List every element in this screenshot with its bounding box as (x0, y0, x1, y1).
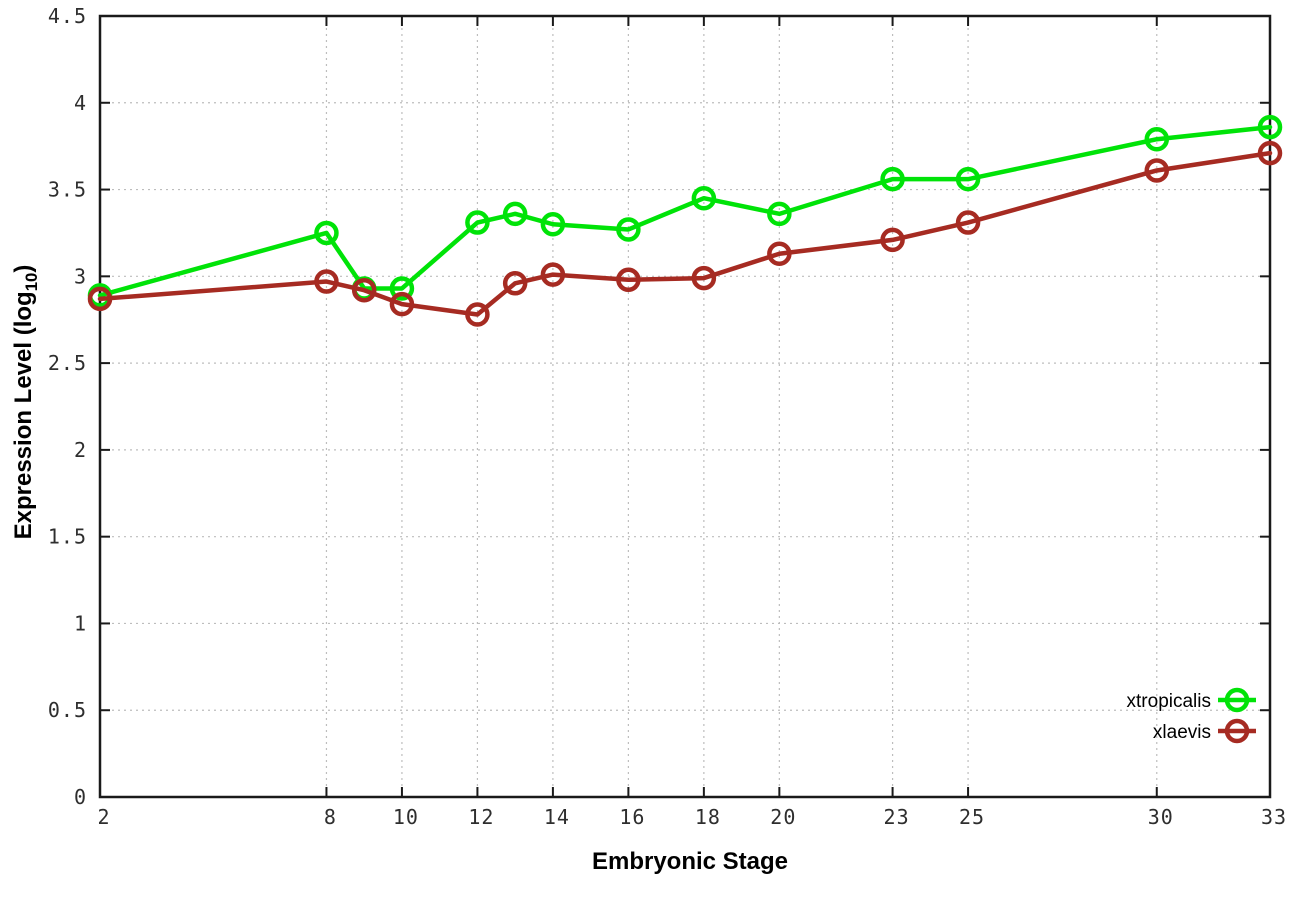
y-tick-label: 2 (74, 438, 87, 462)
series-point-xlaevis (767, 241, 792, 267)
y-tick-label: 4.5 (48, 4, 87, 28)
series-line-xtropicalis (97, 124, 1273, 298)
x-tick-label: 14 (544, 805, 570, 829)
x-tick-label: 20 (770, 805, 796, 829)
y-tick-label: 3 (74, 264, 87, 288)
series-point-xtropicalis (502, 201, 528, 227)
y-axis-label: Expression Level (log10) (10, 265, 42, 540)
x-tick-label: 10 (393, 805, 419, 829)
series-point-xtropicalis (616, 217, 641, 242)
series-point-xtropicalis (540, 212, 566, 237)
y-axis-label-subscript: 10 (21, 272, 41, 292)
series-point-xlaevis (389, 291, 415, 317)
legend-label-xlaevis: xlaevis (1153, 722, 1211, 743)
series-point-xtropicalis (389, 276, 415, 301)
y-tick-label: 0.5 (48, 698, 87, 722)
x-tick-label: 8 (324, 805, 337, 829)
series-point-xlaevis (502, 271, 528, 296)
series-point-xtropicalis (465, 210, 490, 235)
series-point-xtropicalis (314, 220, 339, 246)
series-point-xlaevis (1257, 140, 1283, 166)
series-line-xlaevis (97, 150, 1273, 317)
series-point-xlaevis (87, 286, 113, 312)
x-tick-label: 18 (695, 805, 721, 829)
y-tick-label: 1.5 (48, 525, 87, 549)
series-point-xtropicalis (1144, 126, 1170, 152)
series-point-xtropicalis (767, 201, 792, 227)
series-point-xlaevis (691, 265, 717, 291)
series-point-xlaevis (955, 210, 981, 235)
x-axis-label: Embryonic Stage (592, 848, 788, 876)
y-tick-label: 2.5 (48, 351, 87, 375)
series-point-xlaevis (880, 227, 905, 253)
x-tick-label: 23 (884, 805, 910, 829)
x-tick-label: 16 (619, 805, 645, 829)
legend-marker-circle-xtropicalis (1224, 687, 1250, 713)
series-point-xtropicalis (691, 185, 717, 211)
y-axis-label-close: ) (10, 264, 38, 273)
series-point-xlaevis (465, 302, 490, 327)
legend-marker-circle-xlaevis (1224, 718, 1250, 744)
series-point-xtropicalis (880, 166, 905, 192)
series-point-xlaevis (540, 262, 566, 287)
series-point-xlaevis (351, 277, 377, 303)
series-point-xlaevis (1144, 158, 1170, 183)
series-point-xlaevis (616, 267, 641, 293)
series-point-xlaevis (314, 269, 339, 294)
y-tick-label: 1 (74, 611, 87, 635)
x-tick-label: 2 (97, 805, 110, 829)
x-tick-label: 33 (1261, 805, 1287, 829)
series-point-xtropicalis (1257, 114, 1283, 140)
y-tick-label: 3.5 (48, 178, 87, 202)
legend-label-xtropicalis: xtropicalis (1127, 691, 1211, 712)
x-tick-label: 30 (1148, 805, 1174, 829)
plot-border (98, 14, 1272, 799)
y-tick-label: 0 (74, 785, 87, 809)
x-axis-label-text: Embryonic Stage (591, 848, 789, 875)
x-tick-label: 12 (468, 805, 494, 829)
y-tick-label: 4 (74, 91, 87, 115)
y-axis-label-main: Expression Level (log (10, 291, 38, 540)
series-point-xtropicalis (955, 166, 981, 192)
x-tick-label: 25 (959, 805, 985, 829)
